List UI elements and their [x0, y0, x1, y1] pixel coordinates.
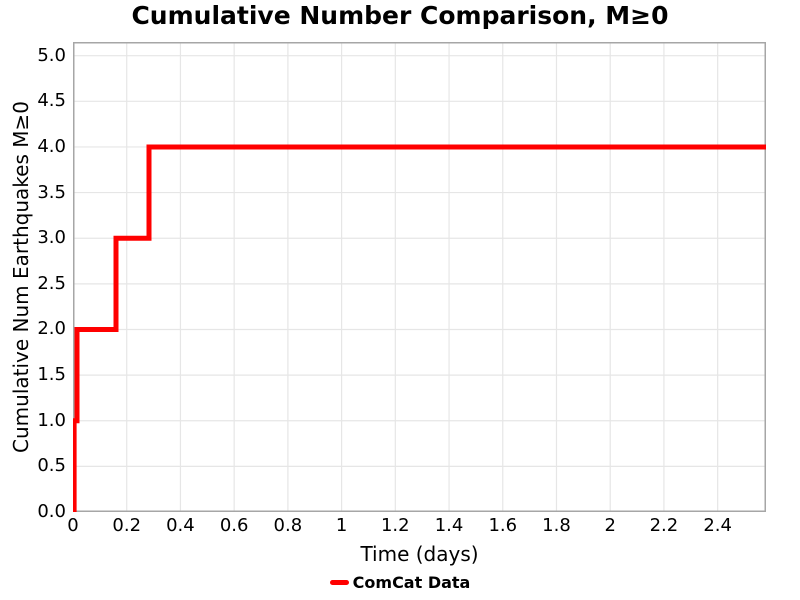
y-tick-label: 4.0 — [37, 135, 66, 157]
y-tick-label: 2.0 — [37, 318, 66, 340]
y-tick-label: 1.5 — [37, 364, 66, 386]
y-tick-label: 5.0 — [37, 44, 66, 66]
x-tick-label: 1.2 — [380, 515, 410, 536]
x-tick-label: 2.2 — [649, 515, 679, 536]
plot-area — [73, 42, 766, 512]
y-tick-label: 0.0 — [37, 501, 66, 522]
legend-line-icon — [329, 580, 349, 585]
series-line-comcat-data — [73, 144, 766, 512]
y-tick-label: 1.0 — [37, 409, 66, 431]
y-axis-label: Cumulative Num Earthquakes M≥0 — [9, 101, 33, 453]
x-tick-label: 2 — [604, 515, 616, 536]
x-tick-label: 1 — [335, 515, 348, 536]
y-tick-label: 0.5 — [37, 455, 66, 477]
y-tick-label: 3.0 — [37, 227, 66, 249]
x-tick-label: 0.6 — [219, 515, 249, 536]
legend-label: ComCat Data — [352, 573, 471, 592]
x-tick-label: 2.4 — [703, 515, 732, 536]
x-tick-label: 0.2 — [112, 515, 142, 536]
x-tick-label: 0.4 — [166, 515, 195, 536]
x-tick-label: 1.8 — [542, 515, 571, 536]
legend: ComCat Data — [0, 573, 800, 592]
y-tick-label: 2.5 — [37, 272, 66, 294]
x-tick-label: 1.6 — [488, 515, 518, 536]
x-tick-label: 0 — [67, 515, 79, 536]
y-tick-label: 4.5 — [37, 90, 66, 112]
x-tick-label: 0.8 — [273, 515, 303, 536]
chart-title: Cumulative Number Comparison, M≥0 — [131, 1, 669, 30]
plot-border — [73, 42, 766, 512]
x-tick-label: 1.4 — [434, 515, 464, 536]
x-axis-label: Time (days) — [360, 542, 479, 566]
y-tick-label: 3.5 — [37, 181, 66, 203]
